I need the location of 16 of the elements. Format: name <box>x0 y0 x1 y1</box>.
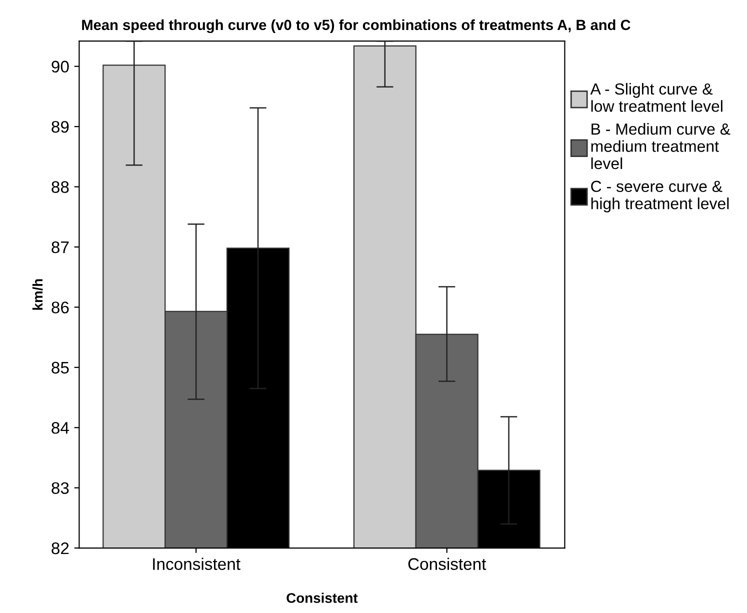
y-tick-label: 87 <box>52 241 69 254</box>
y-tick-label: 83 <box>52 482 69 494</box>
legend-label: C - severe curve & high treatment level <box>591 180 729 212</box>
y-axis-title: km/h <box>32 279 43 310</box>
y-tick-label: 89 <box>52 120 69 133</box>
y-tick-label: 88 <box>52 181 69 193</box>
y-tick-label: 82 <box>52 542 69 554</box>
y-tick-label: 86 <box>52 302 69 314</box>
y-tick-label: 90 <box>52 60 69 73</box>
y-tick-label: 84 <box>52 422 69 434</box>
x-tick-label: Inconsistent <box>153 558 240 570</box>
x-axis-title: Consistent <box>286 592 358 603</box>
chart-title: Mean speed through curve (v0 to v5) for combinations of treatments A, B and C <box>82 19 630 34</box>
y-tick-label: 85 <box>52 362 69 374</box>
legend-label: B - Medium curve & medium treatment level <box>591 123 730 170</box>
legend-label: A - Slight curve & low treatment level <box>590 82 722 112</box>
